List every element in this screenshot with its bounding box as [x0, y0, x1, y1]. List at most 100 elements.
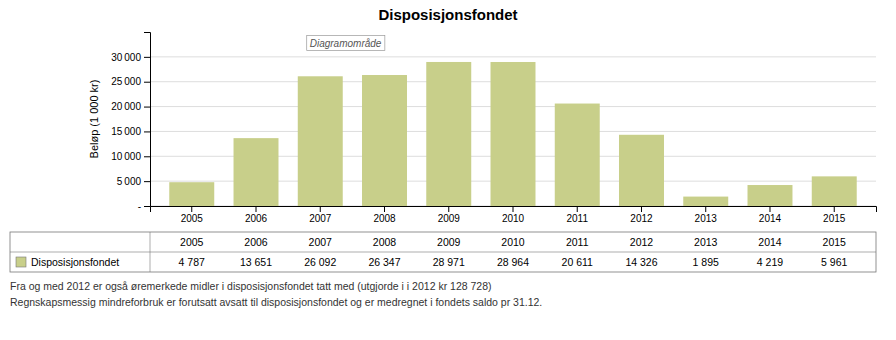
x-tick: 2005: [181, 206, 204, 224]
table-value: 4 219: [757, 256, 783, 268]
table-header: 2015: [823, 236, 847, 248]
table-value: 20 611: [562, 256, 593, 268]
y-tick-mark: [144, 156, 150, 157]
y-tick-label: 20 000: [111, 101, 141, 112]
bars: [169, 62, 856, 206]
x-tick-mark: [769, 206, 770, 212]
x-tick-mark: [256, 206, 257, 212]
legend-swatch: [16, 257, 26, 267]
x-tick: 2011: [566, 206, 588, 224]
table-divider: [10, 252, 876, 253]
x-tick-label: 2014: [759, 213, 782, 224]
x-tick-label: 2012: [630, 213, 653, 224]
footnote: Fra og med 2012 er også øremerkede midle…: [10, 280, 492, 292]
table-header: 2011: [566, 236, 589, 248]
y-tick-label: -: [138, 201, 141, 212]
table-border: [10, 232, 876, 272]
y-tick: 5 000: [117, 176, 150, 187]
table-header: 2013: [694, 236, 718, 248]
x-tick: 2010: [502, 206, 525, 224]
x-tick-mark: [320, 206, 321, 212]
x-tick-mark: [448, 206, 449, 212]
bar: [169, 182, 214, 206]
table-value: 26 347: [368, 256, 400, 268]
y-tick-mark: [144, 82, 150, 83]
y-tick: 30 000: [111, 52, 150, 63]
annotation-text: Diagramområde: [310, 38, 382, 49]
table-value: 5 961: [821, 256, 847, 268]
table-header: 2010: [501, 236, 525, 248]
x-tick: 2012: [630, 206, 653, 224]
y-tick-mark: [144, 131, 150, 132]
x-tick-label: 2006: [245, 213, 268, 224]
x-tick: 2008: [373, 206, 396, 224]
y-tick-label: 10 000: [111, 151, 141, 162]
table-header: 2005: [180, 236, 204, 248]
table-value: 4 787: [179, 256, 205, 268]
footnote: Regnskapsmessig mindreforbruk er forutsa…: [10, 296, 542, 308]
table-header: 2014: [758, 236, 782, 248]
table-header: 2009: [437, 236, 461, 248]
y-tick: 25 000: [111, 76, 150, 87]
x-tick-mark: [577, 206, 578, 212]
x-tick-label: 2010: [502, 213, 525, 224]
x-tick-label: 2009: [438, 213, 461, 224]
bar: [491, 62, 536, 206]
table-value: 28 964: [497, 256, 529, 268]
x-tick-label: 2008: [373, 213, 396, 224]
y-axis-label: Beløp (1 000 kr): [88, 80, 100, 159]
x-tick: 2009: [438, 206, 461, 224]
table-value: 13 651: [240, 256, 272, 268]
y-tick-label: 30 000: [111, 52, 141, 63]
y-tick-label: 5 000: [117, 176, 142, 187]
bar: [555, 104, 600, 206]
x-tick-label: 2007: [309, 213, 332, 224]
x-tick-mark: [641, 206, 642, 212]
table-header: 2006: [244, 236, 268, 248]
table-value: 14 326: [625, 256, 657, 268]
bar: [426, 62, 471, 206]
x-tick-mark: [513, 206, 514, 212]
grid-line: [150, 56, 876, 57]
table-header: 2007: [309, 236, 333, 248]
annotation: Diagramområde: [307, 36, 385, 51]
bar: [234, 138, 279, 206]
table-value: 28 971: [433, 256, 465, 268]
y-axis: - 5 000 10 000 15 000 20 000 25 000 30 000: [111, 33, 150, 212]
table-divider: [150, 232, 151, 272]
grid: [150, 57, 876, 206]
y-tick-mark: [144, 206, 150, 207]
y-tick-mark: [144, 107, 150, 108]
x-tick-label: 2013: [695, 213, 718, 224]
y-tick-mark: [144, 57, 150, 58]
x-tick-mark: [191, 206, 192, 212]
x-tick-label: 2011: [566, 213, 588, 224]
y-tick: 15 000: [111, 126, 150, 137]
x-tick: 2014: [759, 206, 782, 224]
bar: [362, 75, 407, 206]
x-tick: 2015: [823, 206, 846, 224]
bar: [812, 176, 857, 206]
x-axis-line: [151, 207, 877, 213]
y-tick: 10 000: [111, 151, 150, 162]
bar: [748, 185, 793, 206]
x-tick-mark: [705, 206, 706, 212]
annotation-box: [307, 36, 385, 51]
y-tick: -: [138, 201, 150, 212]
table-header: 2008: [373, 236, 397, 248]
x-axis: 2005 2006 2007 2008 2009 2010 2011 2012 2013 2014…: [151, 206, 877, 224]
x-tick: 2013: [695, 206, 718, 224]
bar: [298, 76, 343, 206]
x-tick-mark: [834, 206, 835, 212]
title: Disposisjonsfondet: [378, 6, 517, 23]
x-tick-label: 2015: [823, 213, 846, 224]
bar: [619, 135, 664, 206]
y-tick: 20 000: [111, 101, 150, 112]
y-axis-line: [144, 33, 151, 207]
x-tick-mark: [384, 206, 385, 212]
table-value: 1 895: [693, 256, 719, 268]
x-tick: 2007: [309, 206, 332, 224]
bar: [683, 197, 728, 206]
y-tick-label: 15 000: [111, 126, 141, 137]
chart: Disposisjonsfondet - 5 000 10 000 15 000 20 0…: [0, 0, 896, 340]
